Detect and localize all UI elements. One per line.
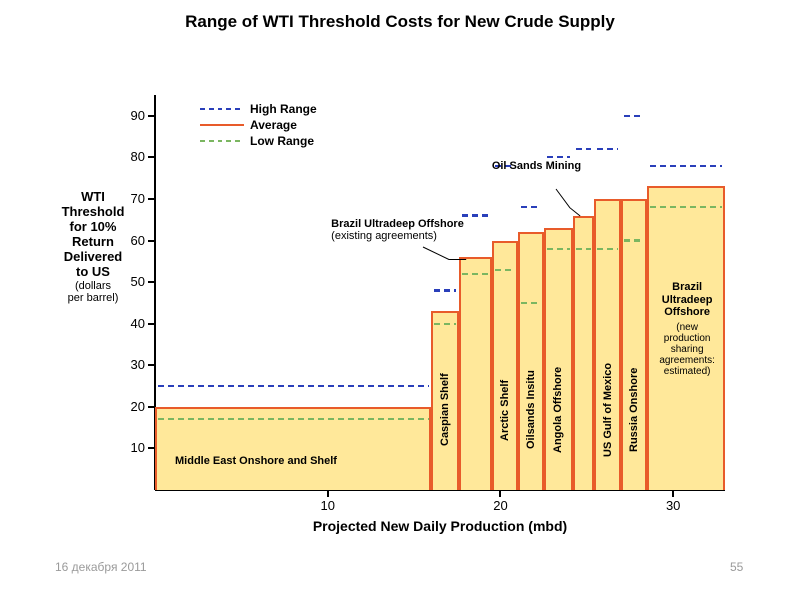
- bar-label-ang: Angola Offshore: [550, 335, 566, 485]
- y-tick-label: 20: [115, 399, 145, 414]
- callout-line-osm: [554, 187, 582, 218]
- chart-title: Range of WTI Threshold Costs for New Cru…: [0, 12, 800, 32]
- bar-label-me: Middle East Onshore and Shelf: [175, 455, 337, 467]
- footer-date: 16 декабря 2011: [55, 560, 147, 574]
- y-tick-label: 80: [115, 149, 145, 164]
- bar-label-bra2: Brazil Ultradeep Offshore(newproductions…: [653, 281, 721, 376]
- y-tick-label: 50: [115, 274, 145, 289]
- callout-line-bra1: [421, 245, 468, 261]
- bar-bra1: [459, 257, 492, 490]
- legend-label: High Range: [250, 102, 317, 116]
- y-tick-label: 10: [115, 440, 145, 455]
- legend: High Range Average Low Range: [200, 102, 317, 150]
- y-tick-label: 90: [115, 108, 145, 123]
- bar-label-arc: Arctic Shelf: [497, 335, 513, 485]
- legend-label: Average: [250, 118, 297, 132]
- x-tick-label: 30: [658, 498, 688, 513]
- callout-osm: Oil Sands Mining: [492, 160, 581, 172]
- y-tick-label: 40: [115, 316, 145, 331]
- y-tick-label: 30: [115, 357, 145, 372]
- legend-label: Low Range: [250, 134, 314, 148]
- x-tick-label: 20: [485, 498, 515, 513]
- footer-page: 55: [730, 560, 743, 574]
- bar-label-gom: US Gulf of Mexico: [600, 335, 616, 485]
- y-tick-label: 70: [115, 191, 145, 206]
- y-tick-label: 60: [115, 233, 145, 248]
- bar-label-rus: Russia Onshore: [626, 335, 642, 485]
- bar-osm: [573, 216, 594, 490]
- bar-label-casp: Caspian Shelf: [437, 335, 453, 485]
- x-tick-label: 10: [313, 498, 343, 513]
- x-axis-label: Projected New Daily Production (mbd): [155, 518, 725, 534]
- bar-label-osi: Oilsands Insitu: [523, 335, 539, 485]
- callout-bra1: Brazil Ultradeep Offshore(existing agree…: [331, 218, 464, 242]
